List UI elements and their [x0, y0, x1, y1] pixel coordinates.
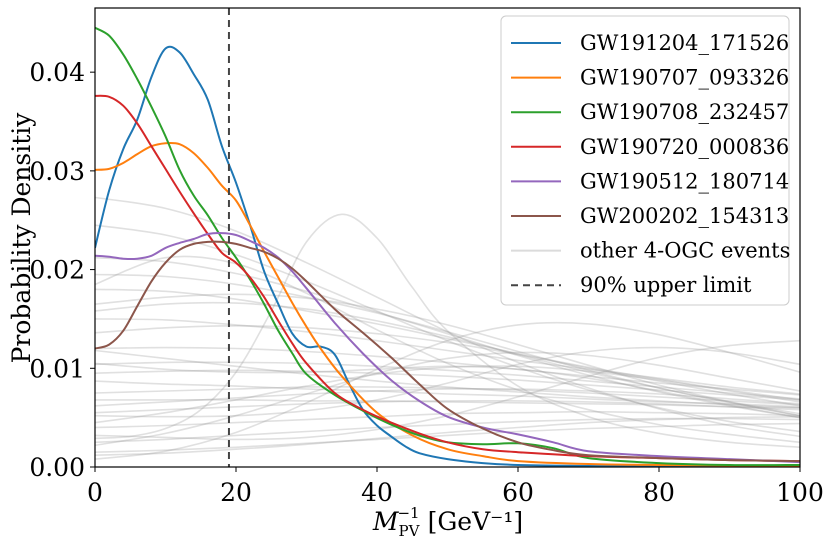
series-line-gw190707_093326	[95, 141, 800, 467]
x-axis-label-main: M	[372, 507, 400, 536]
legend: GW191204_171526 GW190707_093326 GW190708_2…	[500, 15, 790, 306]
legend-label: other 4-OGC events	[580, 239, 790, 263]
background-event-line	[95, 351, 800, 447]
background-event-line	[95, 321, 800, 460]
series-lines	[95, 26, 800, 467]
x-axis-label-sub: PV	[399, 522, 421, 540]
x-tick-label: 0	[87, 478, 103, 507]
series-line-gw190720_000836	[95, 94, 800, 463]
x-axis-label-units: [GeV⁻¹]	[428, 507, 524, 536]
legend-label: GW190512_180714	[580, 169, 789, 193]
x-ticks: 0 20 40 60 80 100	[87, 467, 824, 507]
background-event-line	[95, 415, 800, 456]
background-event-line	[95, 324, 800, 407]
background-event-line	[95, 255, 800, 444]
y-tick-label: 0.03	[29, 157, 85, 186]
x-tick-label: 40	[361, 478, 393, 507]
y-tick-label: 0.00	[29, 453, 85, 482]
background-event-line	[95, 349, 800, 409]
background-event-line	[95, 417, 800, 444]
background-event-line	[95, 399, 800, 409]
x-tick-label: 20	[220, 478, 252, 507]
background-event-line	[95, 361, 800, 400]
background-event-line	[95, 346, 800, 396]
y-tick-label: 0.04	[29, 58, 85, 87]
background-event-line	[95, 213, 800, 449]
background-event-line	[95, 224, 800, 433]
x-axis-label-sup: −1	[397, 504, 419, 522]
background-event-line	[95, 399, 800, 414]
y-tick-label: 0.02	[29, 256, 85, 285]
background-event-line	[95, 369, 800, 401]
background-event-line	[95, 288, 800, 401]
y-tick-label: 0.01	[29, 354, 85, 383]
background-lines	[95, 196, 800, 460]
y-axis-label: Probability Densitiy	[7, 112, 36, 364]
series-line-gw190512_180714	[95, 232, 800, 464]
x-axis-label: MPV−1 [GeV⁻¹]	[372, 504, 523, 540]
series-line-gw190708_232457	[95, 26, 800, 467]
legend-label: GW190707_093326	[580, 66, 789, 90]
legend-label: GW200202_154313	[580, 204, 789, 228]
background-event-line	[95, 387, 800, 407]
background-event-line	[95, 386, 800, 406]
plot-frame	[94, 7, 801, 468]
background-event-line	[95, 422, 800, 453]
background-event-line	[95, 365, 800, 424]
background-event-line	[95, 380, 800, 408]
legend-label: GW190708_232457	[580, 100, 789, 124]
y-ticks: 0.00 0.01 0.02 0.03 0.04	[29, 58, 95, 482]
legend-frame	[500, 15, 790, 306]
background-event-line	[95, 346, 800, 418]
series-line-gw200202_154313	[95, 240, 800, 463]
x-tick-label: 60	[502, 478, 534, 507]
legend-label: GW191204_171526	[580, 31, 789, 55]
series-line-gw191204_171526	[95, 45, 800, 467]
background-event-line	[95, 293, 800, 417]
background-event-line	[95, 318, 800, 395]
background-event-line	[95, 410, 800, 429]
x-tick-label: 80	[643, 478, 675, 507]
legend-label: 90% upper limit	[580, 273, 752, 297]
background-event-line	[95, 273, 800, 417]
legend-label: GW190720_000836	[580, 135, 789, 159]
x-tick-label: 100	[776, 478, 824, 507]
background-event-line	[95, 301, 800, 415]
background-event-line	[95, 196, 800, 438]
background-event-line	[95, 362, 800, 419]
background-event-line	[95, 256, 800, 419]
